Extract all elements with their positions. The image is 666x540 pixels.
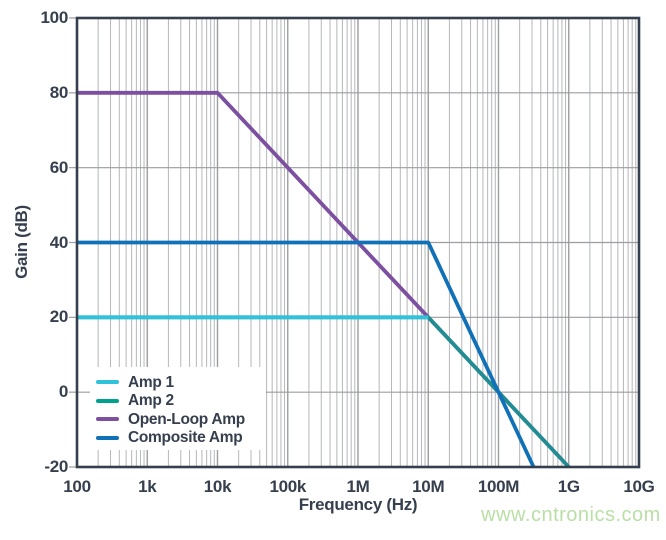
x-tick-label: 10M <box>412 477 445 496</box>
x-axis-title: Frequency (Hz) <box>298 495 418 514</box>
x-tick-label: 10G <box>623 477 655 496</box>
x-tick-label: 1M <box>346 477 370 496</box>
y-tick-label: 0 <box>58 382 68 402</box>
y-tick-label: 40 <box>49 232 69 252</box>
legend: Amp 1 Amp 2 Open-Loop Amp Composite Amp <box>90 367 266 450</box>
legend-swatch-amp-1 <box>96 380 119 385</box>
x-tick-label: 10k <box>203 477 232 496</box>
watermark: www.cntronics.com <box>481 504 661 526</box>
legend-swatch-open-loop-amp <box>96 417 119 422</box>
x-tick-label: 1k <box>138 477 157 496</box>
x-tick-label: 1G <box>557 477 580 496</box>
legend-label: Amp 2 <box>128 392 174 409</box>
legend-label: Amp 1 <box>128 373 174 391</box>
y-tick-label: 100 <box>40 8 69 27</box>
legend-swatch-amp-2 <box>96 398 119 403</box>
legend-item-amp-2: Amp 2 <box>96 392 266 411</box>
x-tick-label: 100k <box>269 477 307 496</box>
x-tick-label: 100M <box>477 477 520 496</box>
legend-label: Composite Amp <box>128 429 243 446</box>
y-tick-label: 80 <box>49 82 69 102</box>
legend-swatch-composite-amp <box>96 435 119 440</box>
plot-border <box>75 16 641 469</box>
y-axis-title: Gain (dB) <box>12 205 31 279</box>
y-tick-label: 20 <box>49 307 69 327</box>
legend-item-composite-amp: Composite Amp <box>96 429 266 448</box>
y-tick-label: 60 <box>49 157 69 177</box>
x-tick-label: 100 <box>63 477 91 496</box>
legend-item-open-loop-amp: Open-Loop Amp <box>96 410 266 429</box>
y-tick-label: -20 <box>44 457 68 476</box>
legend-label: Open-Loop Amp <box>128 410 245 428</box>
series-line-composite-amp <box>77 240 536 468</box>
legend-item-amp-1: Amp 1 <box>96 373 266 392</box>
